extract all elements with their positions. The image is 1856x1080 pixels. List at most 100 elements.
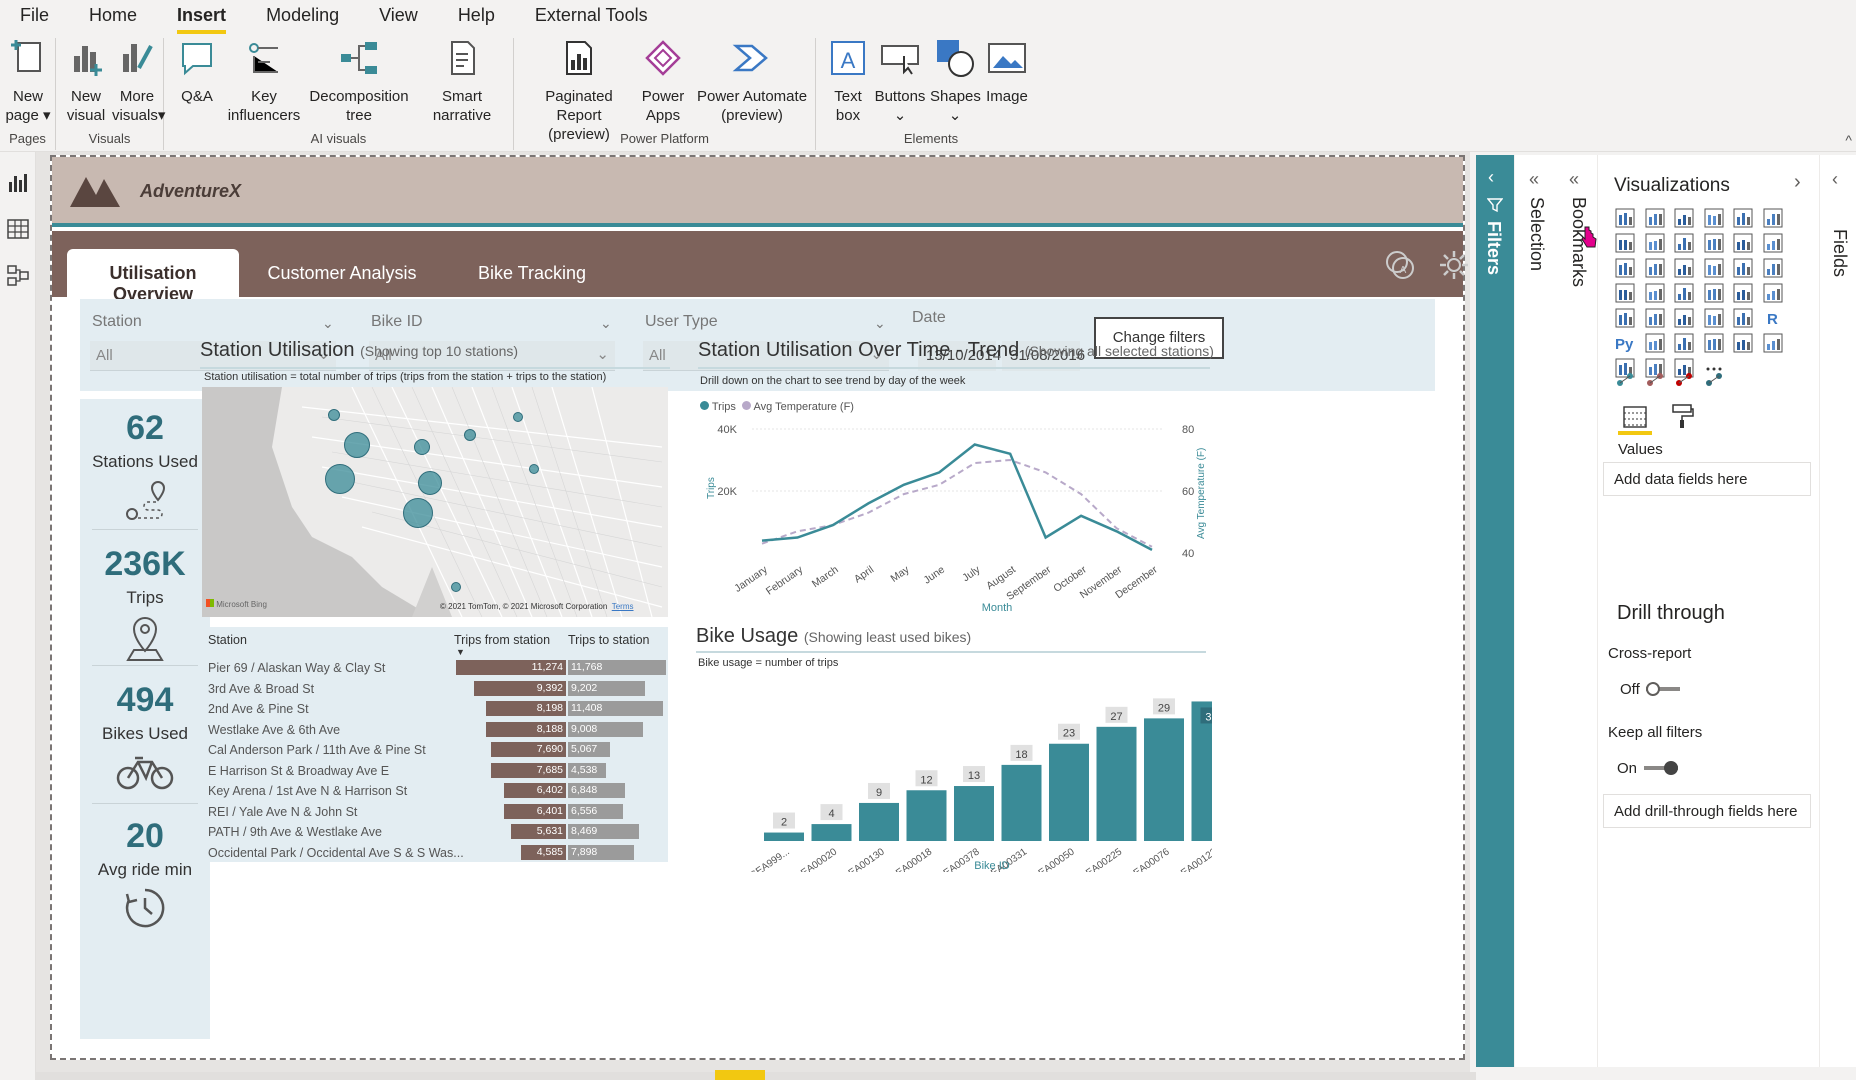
station-bubble[interactable] — [344, 432, 370, 458]
station-bubble[interactable] — [513, 412, 523, 422]
bar[interactable] — [954, 786, 994, 841]
qa-chat-icon[interactable]: A — [1384, 249, 1416, 281]
settings-gear-icon[interactable] — [1438, 249, 1470, 281]
table-row[interactable]: PATH / 9th Ave & Westlake Ave 5,631 8,469 — [202, 821, 668, 841]
r-visual-icon[interactable]: R — [1762, 307, 1784, 329]
new-visual-button[interactable]: New visual — [64, 38, 108, 125]
station-bubble[interactable] — [451, 582, 461, 592]
power-automate-button[interactable]: Power Automate (preview) — [692, 38, 812, 125]
table-row[interactable]: 2nd Ave & Pine St 8,198 11,408 — [202, 698, 668, 718]
keep-all-filters-toggle-knob[interactable] — [1664, 761, 1678, 775]
bar[interactable] — [1001, 764, 1042, 841]
bar[interactable] — [1049, 743, 1089, 841]
data-view-icon[interactable] — [7, 218, 29, 240]
cross-report-toggle-knob[interactable] — [1646, 682, 1660, 696]
keep-all-filters-toggle[interactable] — [1644, 766, 1678, 770]
collapse-visualizations-icon[interactable]: › — [1794, 171, 1801, 193]
bar[interactable] — [764, 832, 804, 841]
active-page-tab-indicator[interactable] — [715, 1070, 765, 1080]
station-bubble[interactable] — [414, 439, 430, 455]
power-apps-button[interactable]: Power Apps — [638, 38, 688, 125]
report-view-icon[interactable] — [7, 172, 29, 194]
table-icon[interactable] — [1703, 307, 1725, 329]
drill-through-field-well[interactable]: Add drill-through fields here — [1603, 794, 1811, 828]
station-bubble[interactable] — [403, 498, 433, 528]
sankey-icon[interactable] — [1644, 369, 1666, 391]
donut-chart-icon[interactable] — [1732, 257, 1754, 279]
map-icon[interactable] — [1614, 282, 1636, 304]
waterfall-icon[interactable] — [1614, 257, 1636, 279]
line-column-icon[interactable] — [1703, 232, 1725, 254]
key-influencers-button[interactable]: Key influencers — [226, 38, 302, 125]
line-clustered-icon[interactable] — [1732, 232, 1754, 254]
col-header-station[interactable]: Station — [208, 633, 247, 647]
station-bubble[interactable] — [325, 464, 355, 494]
more-visuals-ellipsis-icon[interactable] — [1703, 357, 1725, 379]
decomposition-tree-button[interactable]: Decomposition tree — [304, 38, 414, 125]
values-field-well[interactable]: Add data fields here — [1603, 462, 1811, 496]
col-header-trips-from[interactable]: Trips from station — [454, 633, 551, 647]
decomposition-tree-visual-icon[interactable] — [1673, 332, 1695, 354]
selection-pane[interactable]: « Selection — [1515, 155, 1555, 1067]
bike-usage-bar-chart[interactable]: 2 SEA999... 4 SEA00020 9 SEA00130 12 SEA00018 13… — [692, 677, 1212, 872]
station-collapse-chevron-icon[interactable]: ⌄ — [322, 315, 334, 331]
station-map[interactable]: Microsoft Bing © 2021 TomTom, © 2021 Mic… — [202, 387, 668, 617]
change-filters-button[interactable]: Change filters — [1094, 317, 1224, 359]
build-visual-icon[interactable] — [1622, 405, 1648, 429]
bar[interactable] — [906, 790, 947, 841]
collapse-selection-icon[interactable]: « — [1529, 169, 1540, 189]
funnel-icon[interactable] — [1644, 257, 1666, 279]
100-bar-icon[interactable] — [1732, 207, 1754, 229]
kpi-icon[interactable] — [1644, 307, 1666, 329]
collapse-bookmarks-icon[interactable]: « — [1569, 169, 1580, 189]
table-row[interactable]: E Harrison St & Broadway Ave E 7,685 4,538 — [202, 760, 668, 780]
slicer-icon[interactable] — [1673, 307, 1695, 329]
menu-help[interactable]: Help — [457, 5, 495, 25]
custom-visual-icon[interactable] — [1673, 369, 1695, 391]
filled-map-icon[interactable] — [1644, 282, 1666, 304]
clustered-bar-icon[interactable] — [1673, 207, 1695, 229]
key-influencers-visual-icon[interactable] — [1644, 332, 1666, 354]
station-bubble[interactable] — [418, 471, 442, 495]
bar[interactable] — [1144, 718, 1184, 841]
python-visual-icon[interactable]: Py — [1614, 332, 1636, 354]
100-column-icon[interactable] — [1762, 207, 1784, 229]
table-row[interactable]: Occidental Park / Occidental Ave S & S W… — [202, 842, 668, 862]
card-icon[interactable] — [1762, 282, 1784, 304]
more-visuals-button[interactable]: More visuals▾ — [112, 38, 165, 125]
shape-map-icon[interactable] — [1673, 282, 1695, 304]
trend-line-chart[interactable]: 40K 20K 80 60 40 Trips Avg Temperature (F) Mont… — [692, 415, 1212, 615]
menu-view[interactable]: View — [379, 5, 418, 25]
bike-id-filter-dropdown[interactable]: All ⌄ — [369, 341, 615, 371]
menu-modeling[interactable]: Modeling — [266, 5, 340, 25]
multi-row-card-icon[interactable] — [1614, 307, 1636, 329]
table-row[interactable]: Cal Anderson Park / 11th Ave & Pine St 7,… — [202, 739, 668, 759]
power-apps-visual-icon[interactable] — [1644, 357, 1666, 379]
shapes-button[interactable]: Shapes ⌄ — [930, 38, 981, 125]
buttons-button[interactable]: Buttons ⌄ — [872, 38, 928, 125]
power-automate-visual-icon[interactable] — [1673, 357, 1695, 379]
cross-report-toggle[interactable] — [1646, 687, 1680, 691]
table-row[interactable]: Pier 69 / Alaskan Way & Clay St 11,274 11,… — [202, 657, 668, 677]
clustered-column-icon[interactable] — [1703, 207, 1725, 229]
area-chart-icon[interactable] — [1644, 232, 1666, 254]
menu-file[interactable]: File — [20, 5, 50, 25]
bar[interactable] — [1096, 726, 1137, 841]
expand-fields-icon[interactable]: ‹ — [1832, 169, 1838, 189]
line-chart-icon[interactable] — [1614, 232, 1636, 254]
series-line-trips[interactable] — [761, 443, 1153, 552]
bike-id-collapse-chevron-icon[interactable]: ⌄ — [600, 315, 612, 331]
network-navigator-icon[interactable] — [1614, 369, 1636, 391]
smart-narrative-visual-icon[interactable] — [1732, 332, 1754, 354]
azure-map-icon[interactable] — [1703, 282, 1725, 304]
word-cloud-icon[interactable] — [1703, 369, 1725, 391]
stacked-column-icon[interactable] — [1644, 207, 1666, 229]
tab-customer-analysis[interactable]: Customer Analysis — [267, 263, 417, 283]
collapse-ribbon-icon[interactable]: ^ — [1845, 132, 1852, 148]
paginated-report-button[interactable]: Paginated Report (preview) — [524, 38, 634, 144]
table-row[interactable]: Key Arena / 1st Ave N & Harrison St 6,402… — [202, 780, 668, 800]
user-type-filter-dropdown[interactable]: All ⌄ — [643, 341, 889, 371]
fields-pane[interactable]: ‹ Fields — [1819, 155, 1856, 1067]
station-bubble[interactable] — [464, 429, 476, 441]
bar[interactable] — [811, 824, 852, 841]
